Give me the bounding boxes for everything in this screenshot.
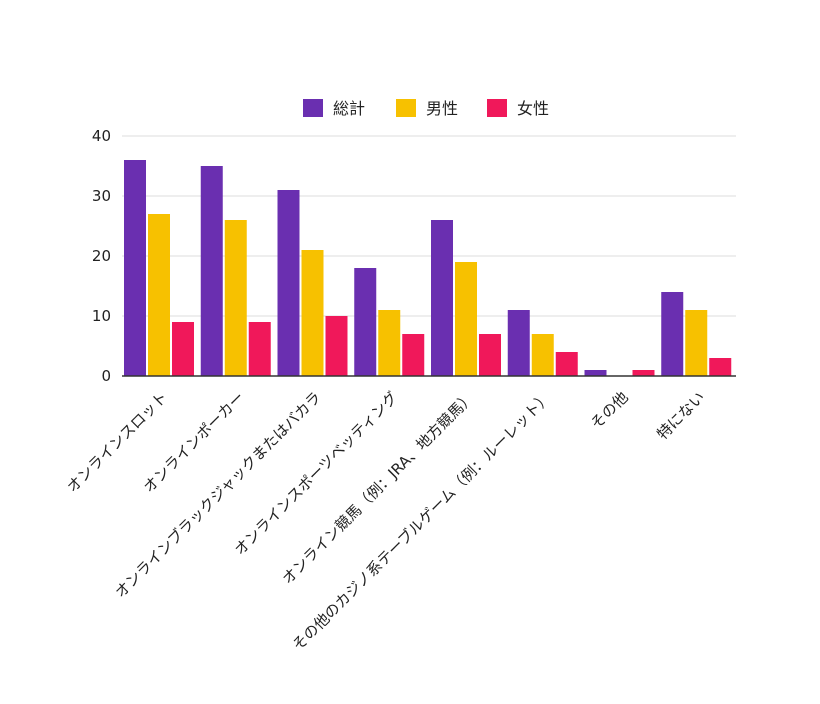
legend: 総計 男性 女性 (303, 99, 549, 118)
bar-series-0-cat-2 (277, 190, 300, 376)
bar-series-2-cat-0 (172, 322, 194, 376)
bar-series-1-cat-7 (685, 310, 708, 376)
bar-series-0-cat-6 (584, 370, 607, 376)
bar-series-1-cat-1 (224, 220, 247, 376)
bar-series-0-cat-0 (124, 160, 146, 376)
bar-series-2-cat-3 (402, 334, 425, 376)
x-tick-label: その他 (587, 388, 632, 433)
bar-series-2-cat-4 (479, 334, 501, 376)
bar-series-0-cat-1 (200, 166, 223, 376)
bar-series-2-cat-5 (555, 352, 578, 376)
bar-series-1-cat-4 (455, 262, 477, 376)
bar-series-2-cat-1 (248, 322, 271, 376)
legend-swatch-1 (396, 99, 416, 117)
bar-series-0-cat-7 (661, 292, 684, 376)
y-tick-label: 10 (92, 307, 111, 325)
bar-series-1-cat-3 (378, 310, 401, 376)
bar-series-2-cat-7 (709, 358, 732, 376)
bar-series-0-cat-5 (507, 310, 530, 376)
axes: 010203040オンラインスロットオンラインポーカーオンラインブラックジャック… (63, 127, 736, 654)
y-tick-label: 30 (92, 187, 111, 205)
bar-series-2-cat-6 (632, 370, 655, 376)
bar-series-0-cat-4 (431, 220, 453, 376)
x-tick-label: オンラインスポーツベッティング (231, 388, 402, 559)
legend-swatch-2 (487, 99, 507, 117)
y-tick-label: 0 (101, 367, 111, 385)
legend-label-2: 女性 (517, 99, 549, 118)
bar-series-1-cat-2 (301, 250, 324, 376)
bar-series-2-cat-2 (325, 316, 348, 376)
y-tick-label: 20 (92, 247, 111, 265)
gridlines (122, 135, 736, 317)
bar-series-0-cat-3 (354, 268, 377, 376)
legend-label-1: 男性 (426, 99, 458, 118)
x-tick-label: 特にない (653, 388, 708, 443)
legend-swatch-0 (303, 99, 323, 117)
bars (124, 160, 732, 376)
x-tick-label: その他のカジノ系テーブルゲーム（例：ルーレット） (289, 388, 555, 654)
bar-series-1-cat-0 (148, 214, 170, 376)
y-tick-label: 40 (92, 127, 111, 145)
legend-label-0: 総計 (333, 99, 365, 118)
bar-series-1-cat-5 (531, 334, 554, 376)
